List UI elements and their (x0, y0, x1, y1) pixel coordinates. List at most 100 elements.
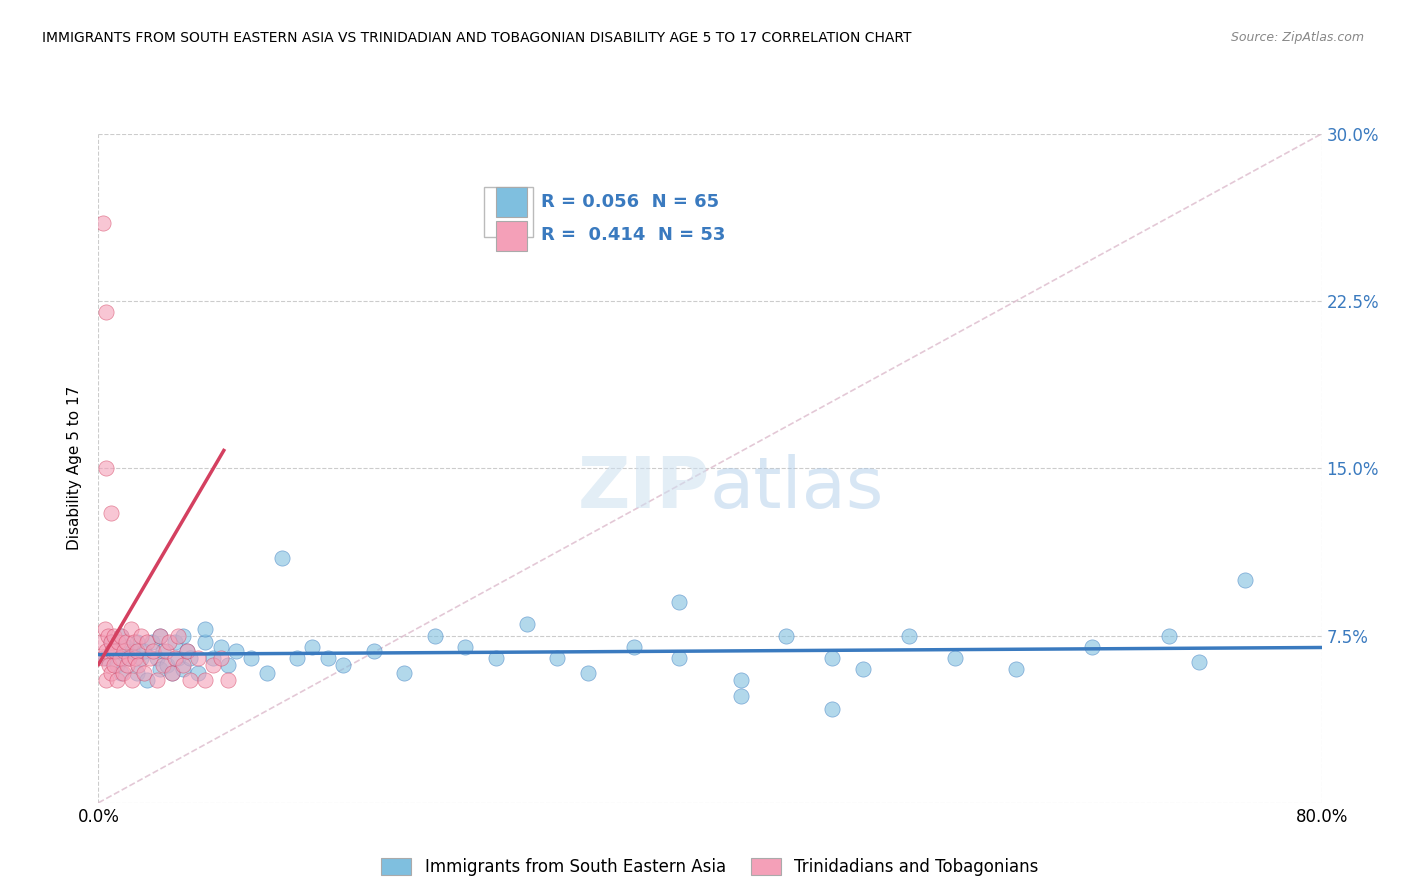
Point (209, 640, 232, 654)
Point (136, 673, 159, 688)
Point (129, 651, 152, 665)
Point (157, 635, 180, 649)
Point (100, 506, 122, 520)
Point (668, 595, 690, 609)
Point (167, 651, 190, 665)
Point (1157, 628, 1180, 642)
Point (125, 644, 148, 658)
Point (1234, 573, 1257, 587)
Point (117, 657, 139, 672)
Point (118, 651, 141, 665)
Point (115, 635, 138, 649)
Point (139, 651, 162, 665)
Text: R = 0.056  N = 65: R = 0.056 N = 65 (541, 193, 720, 211)
Point (423, 628, 446, 642)
Point (103, 657, 125, 672)
Point (125, 635, 148, 649)
Point (167, 628, 190, 642)
Point (115, 640, 138, 654)
Point (225, 644, 247, 658)
Point (363, 644, 385, 658)
Point (179, 673, 201, 688)
Point (145, 651, 167, 665)
Point (112, 644, 135, 658)
Point (730, 673, 752, 688)
Point (730, 689, 752, 703)
Point (149, 662, 172, 676)
Point (217, 657, 239, 672)
Point (100, 635, 122, 649)
Point (142, 644, 165, 658)
Point (94, 651, 117, 665)
Y-axis label: Disability Age 5 to 17: Disability Age 5 to 17 (67, 386, 83, 550)
Point (125, 666, 148, 681)
Point (121, 644, 143, 658)
Point (821, 702, 844, 716)
Text: IMMIGRANTS FROM SOUTH EASTERN ASIA VS TRINIDADIAN AND TOBAGONIAN DISABILITY AGE : IMMIGRANTS FROM SOUTH EASTERN ASIA VS TR… (42, 31, 911, 45)
Point (110, 666, 132, 681)
Text: Source: ZipAtlas.com: Source: ZipAtlas.com (1230, 31, 1364, 45)
Point (217, 673, 239, 688)
Point (194, 622, 217, 636)
Point (97, 628, 120, 642)
Point (852, 662, 875, 676)
Point (194, 635, 217, 649)
Point (172, 628, 194, 642)
Point (105, 657, 128, 672)
Point (202, 657, 225, 672)
Point (110, 628, 132, 642)
Point (270, 550, 292, 565)
Point (516, 617, 538, 632)
Point (91, 651, 114, 665)
Point (122, 635, 145, 649)
Point (134, 666, 156, 681)
Legend: Immigrants from South Eastern Asia, Trinidadians and Tobagonians: Immigrants from South Eastern Asia, Trin… (373, 850, 1047, 885)
Point (160, 666, 183, 681)
Point (91, 216, 114, 230)
Point (256, 666, 278, 681)
Point (98, 657, 121, 672)
Point (124, 651, 146, 665)
Point (101, 644, 124, 658)
Point (187, 666, 209, 681)
Point (103, 644, 125, 658)
Point (172, 662, 194, 676)
Point (152, 657, 174, 672)
Point (94, 305, 117, 319)
Point (316, 651, 339, 665)
FancyBboxPatch shape (496, 187, 527, 218)
Point (149, 628, 172, 642)
Point (94, 673, 117, 688)
Point (485, 651, 508, 665)
Point (240, 651, 263, 665)
Point (943, 651, 966, 665)
Point (546, 651, 568, 665)
Point (93, 622, 115, 636)
Text: R =  0.414  N = 53: R = 0.414 N = 53 (541, 227, 725, 244)
Point (105, 673, 128, 688)
Point (176, 644, 198, 658)
Point (285, 651, 308, 665)
Point (160, 666, 183, 681)
Point (90, 635, 112, 649)
Point (454, 640, 477, 654)
Point (179, 651, 201, 665)
Point (104, 644, 127, 658)
Point (775, 628, 797, 642)
Point (145, 673, 167, 688)
Point (1188, 655, 1211, 669)
Point (821, 651, 844, 665)
Text: atlas: atlas (710, 454, 884, 523)
Point (121, 673, 143, 688)
FancyBboxPatch shape (496, 221, 527, 251)
FancyBboxPatch shape (484, 187, 533, 237)
Point (187, 651, 209, 665)
Point (392, 666, 416, 681)
Point (141, 635, 163, 649)
Point (108, 651, 131, 665)
Point (172, 657, 194, 672)
Text: ZIP: ZIP (578, 454, 710, 523)
Point (1081, 640, 1104, 654)
Point (94, 461, 117, 475)
Point (155, 644, 177, 658)
